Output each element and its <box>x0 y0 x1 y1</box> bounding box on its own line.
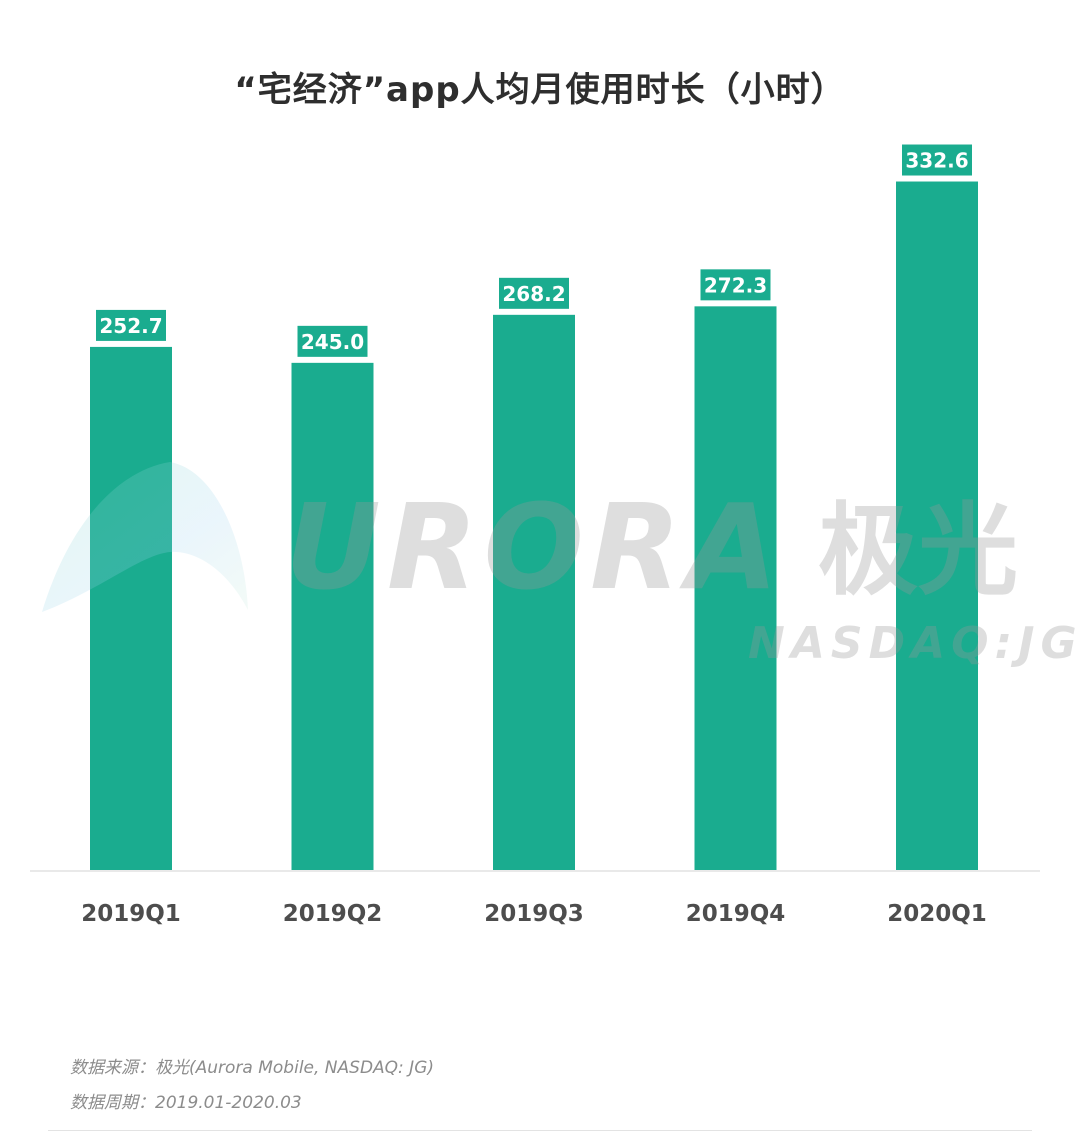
data-period-note: 数据周期：2019.01-2020.03 <box>70 1093 302 1113</box>
footer-divider <box>48 1130 1032 1131</box>
value-label: 272.3 <box>704 273 767 297</box>
bars-layer: 252.7 245.0 268.2 272.3 332.6 <box>90 144 978 870</box>
x-tick-labels: 2019Q1 2019Q2 2019Q3 2019Q4 2020Q1 <box>81 901 987 927</box>
x-tick-label: 2019Q2 <box>283 901 383 927</box>
x-tick-label: 2019Q4 <box>686 901 786 927</box>
bar-2019Q4 <box>694 306 777 870</box>
x-tick-label: 2019Q1 <box>81 901 181 927</box>
bar-2020Q1 <box>896 181 978 870</box>
bar-2019Q3 <box>493 314 575 870</box>
value-label: 245.0 <box>301 330 364 354</box>
chart-title: “宅经济”app人均月使用时长（小时） <box>234 70 846 110</box>
value-label: 252.7 <box>99 314 162 338</box>
value-label: 332.6 <box>905 149 968 173</box>
value-label: 268.2 <box>502 282 565 306</box>
value-label-box <box>297 325 368 357</box>
value-label-box <box>902 144 972 176</box>
value-label-box <box>499 277 569 309</box>
bar-2019Q2 <box>291 362 374 870</box>
data-source-note: 数据来源：极光(Aurora Mobile, NASDAQ: JG) <box>70 1058 434 1078</box>
value-label-box <box>96 309 166 341</box>
value-label-box <box>700 269 771 301</box>
x-tick-label: 2020Q1 <box>887 901 987 927</box>
bar-2019Q1 <box>90 346 172 870</box>
x-tick-label: 2019Q3 <box>484 901 584 927</box>
